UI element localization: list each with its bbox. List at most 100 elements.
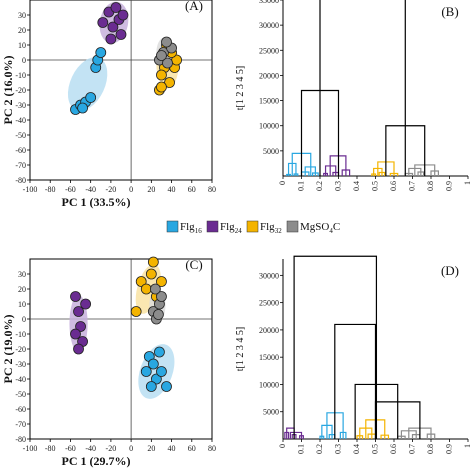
panel-label: (C): [185, 257, 202, 272]
data-point: [130, 306, 142, 317]
y-tick-label: -80: [15, 435, 26, 444]
x-tick-label: -60: [65, 185, 76, 194]
y-tick-label: 25000: [259, 299, 279, 308]
y-tick-label: 15000: [259, 353, 279, 362]
y-tick-label: 30000: [259, 271, 279, 280]
dendrogram-link: [319, 0, 406, 176]
y-tick-label: -20: [15, 345, 26, 354]
panel-label: (A): [185, 0, 203, 13]
x-tick-label: 0.2: [315, 181, 324, 191]
y-tick-label: -30: [15, 360, 26, 369]
y-tick-label: 0: [22, 315, 26, 324]
panel-label: (D): [441, 263, 459, 278]
y-tick-label: 10000: [259, 122, 279, 131]
x-tick-label: -20: [106, 185, 117, 194]
x-tick-label: -40: [85, 185, 96, 194]
data-point: [95, 47, 107, 58]
data-point: [162, 57, 173, 69]
data-point: [147, 256, 159, 268]
data-point: [147, 358, 159, 370]
y-tick-label: 0: [22, 56, 26, 65]
legend-label: Flg16: [180, 221, 202, 235]
x-tick-label: 0.7: [408, 444, 417, 454]
x-tick-label: 0.8: [426, 444, 435, 454]
scatter-panel-a: -100 -80 -60 -40 -20 0 20 40 60 80-80-70-60-50-40…: [1, 0, 216, 209]
y-axis-label: t[1 2 3 4 5]: [235, 327, 246, 371]
data-point: [145, 381, 157, 392]
y-tick-label: -50: [15, 390, 26, 399]
x-tick-label: 0.3: [334, 444, 343, 454]
data-point: [107, 21, 119, 33]
y-tick-label: -70: [15, 420, 26, 429]
x-tick-label: 0: [129, 185, 133, 194]
y-tick-label: -40: [15, 116, 26, 125]
panel-label: (B): [441, 4, 458, 19]
data-point: [73, 343, 84, 355]
y-axis-label: PC 2 (16.0%): [1, 56, 15, 125]
x-tick-label: 0.7: [408, 181, 417, 191]
x-tick-label: -80: [45, 444, 56, 453]
x-axis-label: PC 1 (33.5%): [62, 195, 131, 209]
data-point: [117, 9, 129, 21]
legend: Flg16 Flg24 Flg32 MgSO4C: [166, 220, 340, 235]
data-point: [70, 291, 81, 302]
y-tick-label: 20: [18, 26, 26, 35]
legend-label: MgSO4C: [300, 221, 340, 235]
x-tick-label: 0: [278, 181, 287, 185]
y-tick-label: 35000: [259, 0, 279, 5]
x-axis-label: PC 1 (29.7%): [62, 454, 131, 468]
x-tick-label: 0.3: [334, 181, 343, 191]
data-point: [156, 276, 167, 287]
data-point: [156, 50, 167, 61]
x-tick-label: 60: [188, 444, 196, 453]
y-tick-label: 30: [18, 270, 26, 279]
x-tick-label: 60: [188, 185, 196, 194]
scatter-panel-c: -100 -80 -60 -40 -20 0 20 40 60 80-80-70-60-50-40…: [1, 256, 216, 468]
y-tick-label: 30000: [259, 21, 279, 30]
y-tick-label: -70: [15, 161, 26, 170]
x-tick-label: -100: [23, 444, 38, 453]
data-point: [115, 29, 127, 40]
data-point: [70, 328, 81, 340]
data-point: [97, 17, 109, 28]
data-point: [156, 291, 167, 302]
x-tick-label: 0: [278, 444, 287, 448]
data-point: [154, 346, 165, 358]
dendrogram-link: [293, 255, 378, 439]
y-tick-label: 10: [18, 300, 26, 309]
x-tick-label: 0.1: [297, 444, 306, 454]
legend-swatch: [286, 220, 299, 233]
x-tick-label: 0.9: [445, 181, 454, 191]
legend-label: Flg24: [220, 221, 242, 235]
y-tick-label: 20000: [259, 71, 279, 80]
data-point: [140, 283, 152, 295]
data-point: [145, 268, 157, 280]
y-tick-label: -80: [15, 176, 26, 185]
dendrogram-panel-b: 5000 10000 15000 20000 25000 30000 35000 0 0.1 0.…: [235, 0, 472, 191]
x-tick-label: -20: [106, 444, 117, 453]
legend-swatch: [246, 220, 259, 233]
x-tick-label: 20: [147, 185, 155, 194]
x-tick-label: 0.5: [371, 444, 380, 454]
x-tick-label: -100: [23, 185, 38, 194]
data-point: [156, 69, 167, 81]
data-point: [110, 2, 122, 13]
dendrogram-panel-d: 5000 10000 15000 20000 25000 30000 0 0.1 0.2 0.3 0…: [235, 255, 472, 454]
y-tick-label: -10: [15, 71, 26, 80]
x-tick-label: 0.4: [352, 444, 361, 454]
y-tick-label: -50: [15, 131, 26, 140]
y-tick-label: 5000: [263, 147, 279, 156]
x-tick-label: 1: [463, 444, 472, 448]
x-tick-label: 0: [129, 444, 133, 453]
y-tick-label: 30: [18, 11, 26, 20]
x-tick-label: 0.9: [445, 444, 454, 454]
data-point: [85, 92, 97, 103]
x-tick-label: 1: [463, 181, 472, 185]
data-point: [135, 276, 147, 287]
data-point: [161, 36, 172, 48]
x-tick-label: -60: [65, 444, 76, 453]
y-tick-label: 5000: [263, 408, 279, 417]
data-point: [73, 306, 84, 317]
data-point: [153, 309, 164, 320]
